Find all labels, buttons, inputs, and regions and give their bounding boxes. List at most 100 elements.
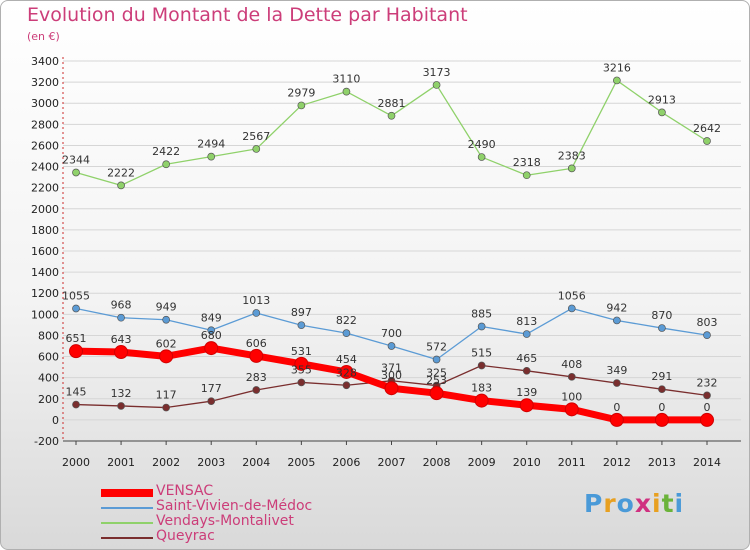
data-point	[703, 137, 711, 145]
y-tick-label: 0	[52, 414, 59, 427]
data-label: 2913	[648, 93, 676, 106]
x-tick-label: 2013	[648, 456, 676, 469]
data-label: 942	[606, 301, 627, 314]
legend-swatch	[101, 507, 153, 509]
logo-letter: i	[652, 489, 662, 518]
x-tick-label: 2002	[152, 456, 180, 469]
data-point	[658, 108, 666, 117]
data-point	[72, 400, 80, 409]
legend-label: Vendays-Montalivet	[156, 513, 294, 529]
x-tick-label: 2008	[423, 456, 451, 469]
y-tick-label: 3200	[31, 76, 59, 89]
data-point	[567, 164, 576, 173]
data-point	[522, 171, 531, 180]
data-label: 822	[336, 314, 357, 327]
data-point	[429, 386, 444, 401]
data-point	[613, 379, 621, 387]
data-point	[567, 304, 576, 313]
y-tick-label: 2600	[31, 139, 59, 152]
data-label: 232	[697, 376, 718, 389]
data-label: 291	[651, 370, 672, 383]
y-tick-label: 1800	[31, 224, 59, 237]
data-point	[117, 181, 125, 190]
x-tick-label: 2007	[378, 456, 406, 469]
data-label: 0	[658, 401, 665, 414]
data-label: 849	[201, 311, 222, 324]
data-label: 349	[606, 364, 627, 377]
data-point	[117, 402, 125, 410]
data-label: 325	[426, 367, 447, 380]
data-label: 606	[246, 337, 267, 350]
data-label: 531	[291, 345, 312, 358]
data-point	[297, 321, 306, 330]
data-point	[387, 342, 396, 350]
data-label: 515	[471, 347, 492, 360]
data-point	[658, 385, 666, 394]
data-label: 602	[156, 337, 177, 350]
legend-swatch	[101, 537, 153, 539]
data-point	[207, 152, 216, 161]
y-tick-label: 2000	[31, 203, 59, 216]
data-point	[564, 402, 579, 417]
data-label: 2979	[287, 86, 315, 99]
data-point	[159, 349, 174, 364]
data-label: 680	[201, 329, 222, 342]
legend-swatch	[101, 489, 153, 497]
data-point	[474, 393, 489, 408]
data-label: 300	[381, 369, 402, 382]
data-label: 2494	[197, 138, 225, 151]
x-tick-label: 2014	[693, 456, 721, 469]
data-point	[114, 345, 129, 360]
data-point	[609, 412, 624, 427]
data-point	[384, 381, 399, 396]
data-point	[613, 316, 621, 325]
x-tick-label: 2009	[468, 456, 496, 469]
logo-letter: P	[584, 489, 604, 518]
data-label: 177	[201, 382, 222, 395]
data-point	[477, 361, 486, 370]
data-label: 870	[651, 309, 672, 322]
data-point	[297, 101, 306, 110]
y-tick-label: 200	[38, 393, 59, 406]
data-label: 2383	[558, 149, 586, 162]
data-label: 2881	[378, 97, 406, 110]
data-label: 132	[111, 387, 132, 400]
data-label: 2490	[468, 138, 496, 151]
data-label: 145	[66, 386, 87, 399]
data-label: 117	[156, 389, 177, 402]
data-label: 3110	[332, 73, 360, 86]
data-label: 253	[426, 374, 447, 387]
data-point	[249, 348, 264, 363]
x-tick-label: 2006	[332, 456, 360, 469]
data-label: 1013	[242, 294, 270, 307]
data-label: 2344	[62, 153, 90, 166]
x-tick-label: 2012	[603, 456, 631, 469]
data-label: 2222	[107, 166, 135, 179]
data-point	[654, 412, 669, 427]
x-tick-label: 2005	[287, 456, 315, 469]
data-label: 2642	[693, 122, 721, 135]
data-point	[522, 366, 531, 375]
data-label: 355	[291, 363, 312, 376]
y-tick-label: 2200	[31, 182, 59, 195]
data-label: 454	[336, 353, 357, 366]
data-label: 885	[471, 307, 492, 320]
data-point	[252, 309, 261, 317]
data-label: 897	[291, 306, 312, 319]
y-tick-label: 1400	[31, 266, 59, 279]
data-point	[204, 341, 219, 356]
data-label: 328	[336, 366, 357, 379]
logo-letter: t	[661, 489, 675, 518]
data-point	[162, 315, 170, 324]
data-point	[342, 87, 351, 96]
x-tick-label: 2010	[513, 456, 541, 469]
data-label: 183	[471, 382, 492, 395]
y-tick-label: 800	[38, 329, 59, 342]
data-label: 0	[613, 401, 620, 414]
data-label: 465	[516, 352, 537, 365]
y-tick-label: -200	[34, 435, 59, 448]
data-label: 283	[246, 371, 267, 384]
data-point	[567, 372, 576, 381]
y-tick-label: 400	[38, 372, 59, 385]
data-point	[387, 111, 396, 120]
